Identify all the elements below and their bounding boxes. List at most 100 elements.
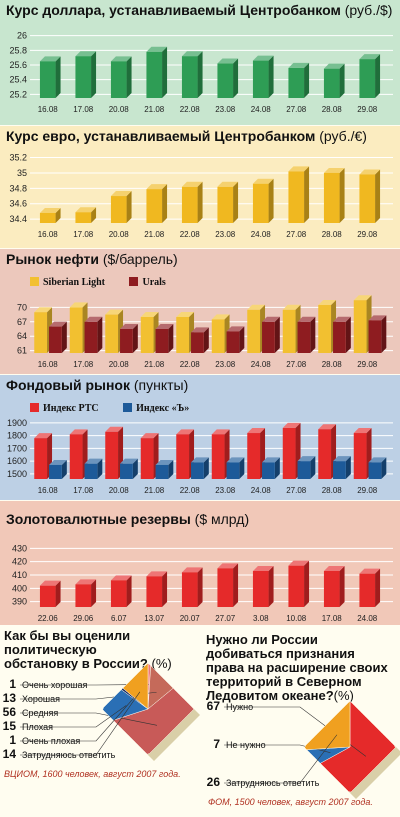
bar-series2 [49,459,67,479]
bar-series2 [226,457,245,479]
eur-chart-panel: Курс евро, устанавливаемый Центробанком … [0,126,400,248]
bar [288,62,310,98]
bar-series2 [226,326,245,353]
bar-series2 [191,327,209,353]
reserves-chart-panel: Золотовалютные резервы ($ млрд) 390 400 41… [0,501,400,625]
x-tick-label: 22.08 [180,360,201,369]
leader-line [224,744,331,753]
x-tick-label: 20.08 [109,230,130,239]
x-tick-label: 27.08 [286,360,307,369]
x-tick-label: 16.08 [38,105,59,114]
x-tick-label: 21.08 [144,486,165,495]
legend-swatch [30,403,39,412]
poll-answer-row: 67 Нужно [204,699,253,713]
reserves-bar-chart: 390 400 410 420 430 22.06 29.06 6.07 13.07 20.07 2… [12,543,393,623]
y-tick-label: 390 [12,597,27,607]
poll1-source: ВЦИОМ, 1600 человек, август 2007 года. [4,769,181,779]
x-tick-label: 24.08 [251,360,272,369]
bar [288,560,310,607]
bar [252,55,274,98]
bar [181,51,203,98]
pie-slice [102,689,149,721]
answer-percent: 67 [206,699,220,713]
bar [110,56,132,98]
x-tick-label: 10.08 [286,614,307,623]
eur-bar-chart: 34.4 34.6 34.8 35 35.2 16.08 17.08 20.08 21.08 22… [9,153,393,239]
x-tick-label: 20.08 [109,360,130,369]
answer-percent: 1 [9,677,16,691]
x-tick-label: 6.07 [111,614,127,623]
leader-line [20,705,127,728]
bar [288,166,310,223]
answer-percent: 56 [2,705,16,719]
poll2-source: ФОМ, 1500 человек, август 2007 года. [208,797,373,807]
bar-series2 [297,456,316,479]
bar-series2 [368,315,387,353]
y-tick-label: 70 [17,302,27,312]
bar [323,566,345,607]
usd-chart-title: Курс доллара, устанавливаемый Центробанк… [6,2,393,18]
poll2-pie-chart [224,700,400,799]
bar [75,51,97,98]
usd-bar-chart: 25.2 25.4 25.6 25.8 26 16.08 17.08 20.08 21.08 22… [9,31,393,114]
x-tick-label: 17.08 [73,360,94,369]
bar-series2 [49,321,67,353]
bar [110,575,132,607]
x-tick-label: 27.07 [215,614,236,623]
x-tick-label: 13.07 [144,614,165,623]
bar [323,63,345,98]
x-tick-label: 29.08 [357,105,378,114]
x-tick-label: 20.08 [109,486,130,495]
bar [39,56,61,98]
x-tick-label: 29.08 [357,360,378,369]
legend-swatch [129,277,139,286]
x-tick-label: 24.08 [251,230,272,239]
stock-legend: Индекс РТС Индекс «Ъ» [30,403,189,414]
bar-series2 [297,316,316,353]
poll1-title: Как бы вы оценили политическую обстановк… [4,628,172,671]
x-tick-label: 29.06 [73,614,94,623]
pie-slice [319,700,396,793]
bar-series2 [155,459,174,479]
x-tick-label: 22.06 [38,614,59,623]
bar-series2 [333,316,351,353]
bar-series2 [84,458,103,479]
stock-bar-chart: 1500 1600 1700 1800 1900 16.08 17.08 20.08 21.08… [7,418,393,495]
x-tick-label: 29.08 [357,486,378,495]
x-tick-label: 16.08 [38,360,59,369]
oil-legend: Siberian Light Urals [30,277,166,288]
x-tick-label: 27.08 [286,486,307,495]
bar-series1 [247,428,266,479]
poll-answer-row: 56 Средняя [2,705,59,719]
oil-bar-chart: 61 64 67 70 16.08 17.08 20.08 21.08 22.08 23.08 24… [17,295,393,369]
x-tick-label: 20.07 [180,614,201,623]
y-tick-label: 410 [12,570,27,580]
x-tick-label: 17.08 [73,230,94,239]
x-tick-label: 24.08 [251,105,272,114]
poll-answer-row: 13 Хорошая [2,691,60,705]
y-tick-label: 34.4 [9,214,27,224]
y-tick-label: 25.2 [9,89,27,99]
x-tick-label: 28.08 [322,360,343,369]
y-tick-label: 1900 [7,418,27,428]
answer-label: Нужно [226,702,254,712]
x-tick-label: 28.08 [322,105,343,114]
answer-percent: 26 [206,775,220,789]
bar [252,178,274,223]
answer-label: Затрудняюсь ответить [22,750,116,760]
bar-series2 [368,457,387,479]
answer-label: Затрудняюсь ответить [226,778,320,788]
bar [359,54,381,98]
legend-kommersant: Индекс «Ъ» [123,403,189,414]
x-tick-label: 20.08 [109,105,130,114]
y-tick-label: 26 [17,31,27,41]
x-tick-label: 22.08 [180,230,201,239]
oil-chart-panel: Рынок нефти ($/баррель) Siberian Light U… [0,249,400,374]
bar [217,181,239,223]
bar [359,169,381,223]
bar [181,567,203,607]
bar [146,46,168,98]
stock-chart-panel: Фондовый рынок (пункты) Индекс РТС Индек… [0,375,400,500]
x-tick-label: 28.08 [322,486,343,495]
y-tick-label: 1600 [7,456,27,466]
